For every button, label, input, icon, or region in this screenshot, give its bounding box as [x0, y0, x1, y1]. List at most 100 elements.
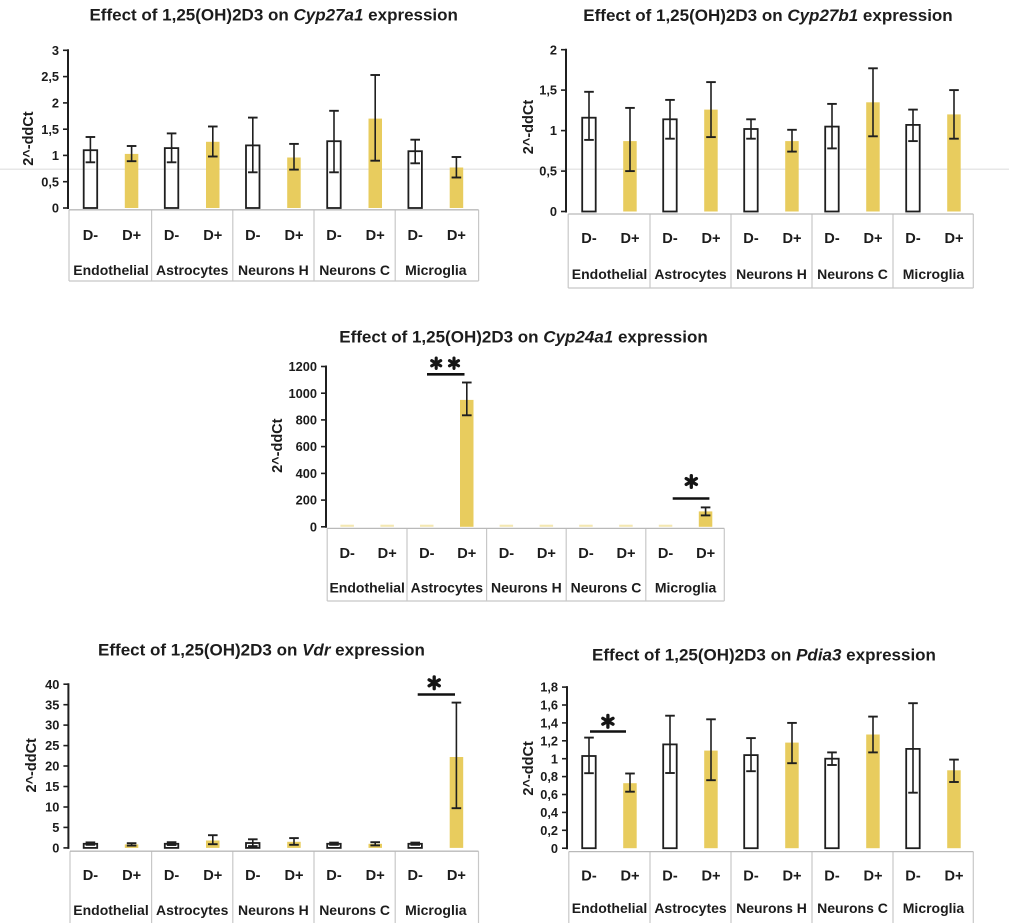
- svg-text:Astrocytes: Astrocytes: [411, 580, 484, 596]
- svg-text:Neurons C: Neurons C: [319, 262, 390, 278]
- svg-text:D-: D-: [905, 869, 921, 885]
- svg-text:1,5: 1,5: [41, 122, 59, 137]
- svg-text:Microglia: Microglia: [655, 580, 717, 596]
- svg-text:D-: D-: [662, 869, 678, 885]
- svg-text:0,2: 0,2: [540, 823, 558, 838]
- svg-text:Neurons H: Neurons H: [491, 580, 562, 596]
- svg-text:D+: D+: [782, 869, 801, 885]
- svg-text:1: 1: [550, 123, 557, 138]
- svg-text:Effect of 1,25(OH)2D3 on Cyp27: Effect of 1,25(OH)2D3 on Cyp27a1 express…: [89, 5, 457, 24]
- svg-text:600: 600: [296, 439, 317, 454]
- svg-text:D+: D+: [122, 228, 141, 244]
- svg-text:Astrocytes: Astrocytes: [654, 266, 727, 282]
- svg-text:D+: D+: [620, 231, 639, 247]
- svg-text:200: 200: [296, 493, 317, 508]
- svg-text:0,8: 0,8: [540, 769, 558, 784]
- svg-text:1: 1: [52, 148, 59, 163]
- svg-text:D+: D+: [696, 546, 715, 562]
- svg-text:Effect of 1,25(OH)2D3 on Vdr e: Effect of 1,25(OH)2D3 on Vdr expression: [98, 641, 425, 660]
- svg-text:0: 0: [52, 201, 59, 216]
- svg-text:D-: D-: [245, 868, 261, 884]
- svg-text:0,6: 0,6: [540, 787, 558, 802]
- svg-text:2: 2: [52, 96, 59, 111]
- svg-text:Endothelial: Endothelial: [572, 266, 647, 282]
- svg-text:30: 30: [45, 718, 59, 733]
- svg-text:D-: D-: [578, 546, 594, 562]
- svg-text:D+: D+: [122, 868, 141, 884]
- svg-text:2^-ddCt: 2^-ddCt: [521, 741, 537, 796]
- svg-text:D-: D-: [743, 869, 759, 885]
- svg-text:D-: D-: [83, 228, 99, 244]
- svg-text:35: 35: [45, 697, 59, 712]
- svg-text:D-: D-: [164, 228, 180, 244]
- svg-text:Neurons H: Neurons H: [238, 902, 309, 918]
- svg-text:0,4: 0,4: [540, 805, 559, 820]
- svg-text:D-: D-: [824, 231, 840, 247]
- svg-text:D-: D-: [581, 869, 597, 885]
- svg-text:D+: D+: [944, 231, 963, 247]
- svg-text:2: 2: [550, 42, 557, 57]
- svg-text:D+: D+: [537, 546, 556, 562]
- svg-text:0,5: 0,5: [539, 164, 557, 179]
- svg-text:D+: D+: [447, 868, 466, 884]
- svg-text:Microglia: Microglia: [405, 902, 467, 918]
- svg-text:1,4: 1,4: [540, 716, 559, 731]
- svg-text:2^-ddCt: 2^-ddCt: [21, 111, 37, 166]
- svg-text:D-: D-: [339, 546, 355, 562]
- svg-text:D-: D-: [905, 231, 921, 247]
- svg-text:Astrocytes: Astrocytes: [654, 900, 727, 916]
- svg-text:D-: D-: [658, 546, 674, 562]
- svg-text:1,2: 1,2: [540, 733, 558, 748]
- svg-text:1,8: 1,8: [540, 680, 558, 695]
- svg-text:D+: D+: [284, 228, 303, 244]
- svg-text:Neurons C: Neurons C: [817, 266, 888, 282]
- svg-text:0: 0: [550, 204, 557, 219]
- svg-text:D-: D-: [326, 228, 342, 244]
- svg-text:D+: D+: [447, 228, 466, 244]
- svg-text:400: 400: [296, 466, 317, 481]
- svg-text:1200: 1200: [289, 359, 317, 374]
- svg-text:Microglia: Microglia: [405, 262, 467, 278]
- svg-text:25: 25: [45, 738, 59, 753]
- svg-text:D-: D-: [499, 546, 515, 562]
- svg-text:Microglia: Microglia: [903, 900, 965, 916]
- svg-text:D-: D-: [83, 868, 99, 884]
- svg-text:D+: D+: [782, 231, 801, 247]
- svg-text:Astrocytes: Astrocytes: [156, 902, 229, 918]
- svg-text:D-: D-: [419, 546, 435, 562]
- svg-text:2^-ddCt: 2^-ddCt: [521, 100, 537, 155]
- svg-text:800: 800: [296, 413, 317, 428]
- svg-text:D+: D+: [701, 869, 720, 885]
- svg-text:D-: D-: [164, 868, 180, 884]
- svg-text:2^-ddCt: 2^-ddCt: [270, 418, 286, 473]
- svg-text:D+: D+: [378, 546, 397, 562]
- svg-text:5: 5: [52, 820, 59, 835]
- svg-text:D-: D-: [743, 231, 759, 247]
- svg-text:1: 1: [551, 751, 558, 766]
- svg-text:D-: D-: [407, 868, 423, 884]
- svg-text:D-: D-: [662, 231, 678, 247]
- svg-text:0: 0: [551, 841, 558, 856]
- svg-text:D-: D-: [407, 228, 423, 244]
- svg-text:1,6: 1,6: [540, 698, 558, 713]
- svg-text:Neurons H: Neurons H: [736, 900, 807, 916]
- svg-text:40: 40: [45, 677, 59, 692]
- svg-text:D+: D+: [863, 231, 882, 247]
- svg-text:D+: D+: [701, 231, 720, 247]
- svg-text:Effect of 1,25(OH)2D3 on Cyp27: Effect of 1,25(OH)2D3 on Cyp27b1 express…: [583, 6, 952, 25]
- svg-text:1000: 1000: [289, 386, 317, 401]
- svg-text:D+: D+: [203, 868, 222, 884]
- svg-text:Endothelial: Endothelial: [329, 580, 404, 596]
- svg-text:10: 10: [45, 800, 59, 815]
- svg-text:15: 15: [45, 779, 59, 794]
- svg-text:D-: D-: [581, 231, 597, 247]
- svg-text:D-: D-: [326, 868, 342, 884]
- svg-text:0: 0: [310, 519, 317, 534]
- svg-text:D-: D-: [245, 228, 261, 244]
- svg-text:Astrocytes: Astrocytes: [156, 262, 229, 278]
- svg-text:D-: D-: [824, 869, 840, 885]
- svg-text:2,5: 2,5: [41, 69, 59, 84]
- svg-text:D+: D+: [457, 546, 476, 562]
- svg-text:Effect of 1,25(OH)2D3 on Cyp24: Effect of 1,25(OH)2D3 on Cyp24a1 express…: [339, 328, 707, 347]
- svg-text:0,5: 0,5: [41, 174, 59, 189]
